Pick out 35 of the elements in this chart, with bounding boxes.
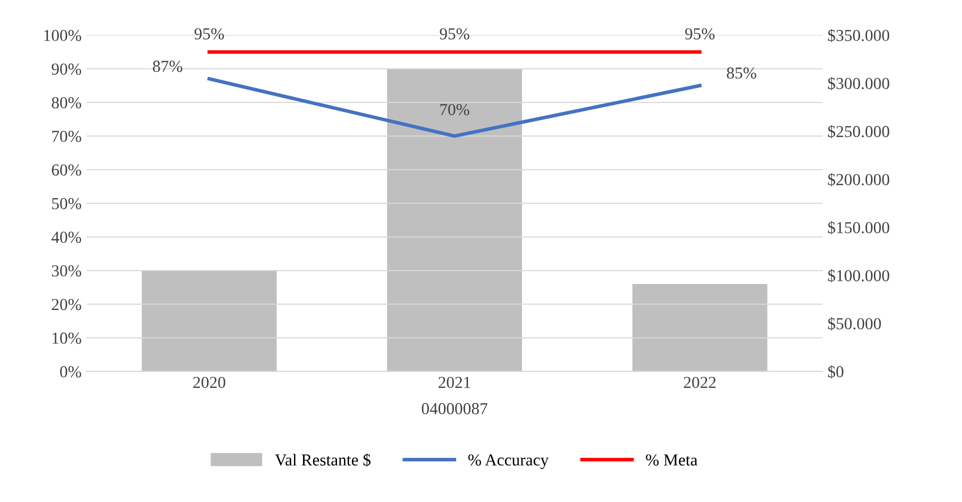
y2-tick-label: $350.000 — [828, 28, 890, 42]
x-axis-title: 04000087 — [422, 403, 488, 414]
y2-tick-label: $0 — [828, 365, 844, 379]
x-tick-label: 2020 — [193, 376, 226, 388]
data-label: 85% — [726, 67, 756, 79]
y-tick-label: 100% — [44, 30, 82, 42]
y2-tick-label: $50.000 — [828, 317, 881, 330]
bar — [632, 284, 768, 372]
data-label: 87% — [152, 60, 182, 72]
y2-tick-label: $100.000 — [828, 269, 890, 282]
y-tick-label: 90% — [52, 63, 82, 75]
y-tick-label: 40% — [51, 232, 82, 243]
x-tick-label: 2021 — [438, 376, 470, 388]
data-label: 95% — [685, 28, 715, 40]
legend-label: % Meta — [646, 454, 698, 466]
bar — [387, 68, 522, 372]
data-label: 95% — [194, 28, 224, 40]
legend-label: % Accuracy — [468, 454, 549, 470]
y2-tick-label: $300.000 — [828, 76, 890, 90]
y-tick-label: 0% — [60, 366, 82, 378]
y-tick-label: 70% — [52, 130, 82, 142]
y2-tick-label: $150.000 — [828, 221, 890, 234]
x-tick-label: 2022 — [684, 376, 716, 388]
data-label: 95% — [440, 28, 470, 40]
legend-label: Val Restante $ — [274, 453, 371, 467]
y-tick-label: 10% — [52, 332, 82, 344]
y-tick-label: 20% — [52, 298, 82, 310]
y2-tick-label: $200.000 — [828, 173, 890, 186]
y-tick-label: 30% — [52, 265, 82, 277]
data-label: 70% — [440, 104, 470, 116]
y2-tick-label: $250.000 — [828, 124, 890, 138]
y-tick-label: 80% — [52, 97, 82, 108]
y-tick-label: 60% — [52, 164, 82, 176]
y-tick-label: 50% — [52, 198, 82, 210]
bar — [142, 270, 277, 372]
